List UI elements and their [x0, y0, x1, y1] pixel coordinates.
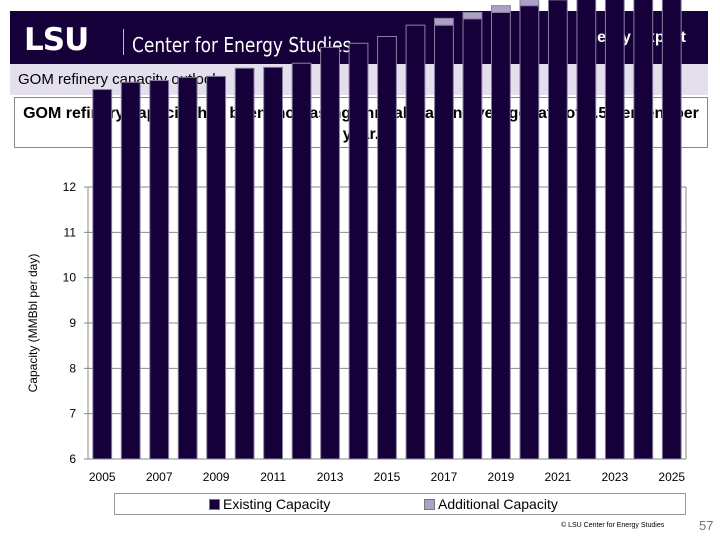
x-tick-label: 2009 [203, 470, 230, 484]
y-tick-label: 9 [69, 316, 76, 330]
x-tick-label: 2005 [89, 470, 116, 484]
legend-existing: Existing Capacity [209, 496, 330, 512]
slide-subtitle: GOM refinery capacity outlook. [18, 71, 224, 88]
x-tick-label: 2011 [260, 470, 286, 484]
x-tick-label: 2017 [431, 470, 458, 484]
bar-existing [576, 0, 597, 460]
bar-additional [519, 0, 540, 7]
bar-existing [491, 11, 511, 460]
bar-existing [320, 46, 340, 460]
bar-existing [120, 81, 141, 460]
y-tick-label: 11 [64, 225, 77, 239]
bar-existing [206, 75, 227, 460]
bar-existing [519, 5, 540, 460]
bar-existing [291, 62, 312, 460]
legend-additional: Additional Capacity [424, 496, 558, 512]
bar-existing [149, 79, 170, 460]
bar-existing [462, 18, 483, 460]
y-tick-label: 10 [63, 271, 77, 285]
bar-existing [405, 24, 426, 460]
bar-existing [234, 67, 255, 460]
bar-existing [263, 66, 283, 460]
x-tick-label: 2007 [146, 470, 173, 484]
bar-existing [377, 35, 397, 460]
x-tick-label: 2013 [317, 470, 344, 484]
x-tick-label: 2023 [601, 470, 628, 484]
x-tick-label: 2015 [374, 470, 401, 484]
bar-existing [661, 0, 682, 460]
bar-additional [434, 17, 454, 26]
org-name: Center for Energy Studies [132, 33, 352, 57]
legend-swatch-existing [209, 498, 220, 510]
x-tick-label: 2021 [545, 470, 572, 484]
page-number: 57 [699, 518, 714, 533]
y-tick-label: 8 [69, 361, 76, 375]
bar-existing [177, 76, 198, 460]
bar-existing [633, 0, 654, 460]
section-title: Energy Export [576, 29, 686, 46]
bar-additional [462, 11, 483, 20]
bar-existing [434, 24, 454, 460]
x-tick-label: 2019 [488, 470, 515, 484]
bar-additional [491, 5, 511, 13]
bar-existing [92, 89, 113, 460]
bar-existing [348, 42, 369, 460]
footer-copyright: © LSU Center for Energy Studies [561, 522, 665, 529]
lsu-logo: LSU [24, 22, 89, 58]
bar-existing [547, 0, 568, 460]
x-tick-label: 2025 [658, 470, 685, 484]
y-tick-label: 12 [63, 180, 77, 194]
bar-existing [604, 0, 625, 460]
logo-divider [123, 29, 124, 55]
legend-label: Additional Capacity [438, 496, 558, 512]
legend-label: Existing Capacity [223, 496, 331, 512]
y-tick-label: 6 [69, 452, 76, 466]
legend-swatch-additional [424, 498, 435, 510]
legend: Existing Capacity Additional Capacity [114, 493, 686, 515]
y-tick-label: 7 [69, 407, 76, 421]
